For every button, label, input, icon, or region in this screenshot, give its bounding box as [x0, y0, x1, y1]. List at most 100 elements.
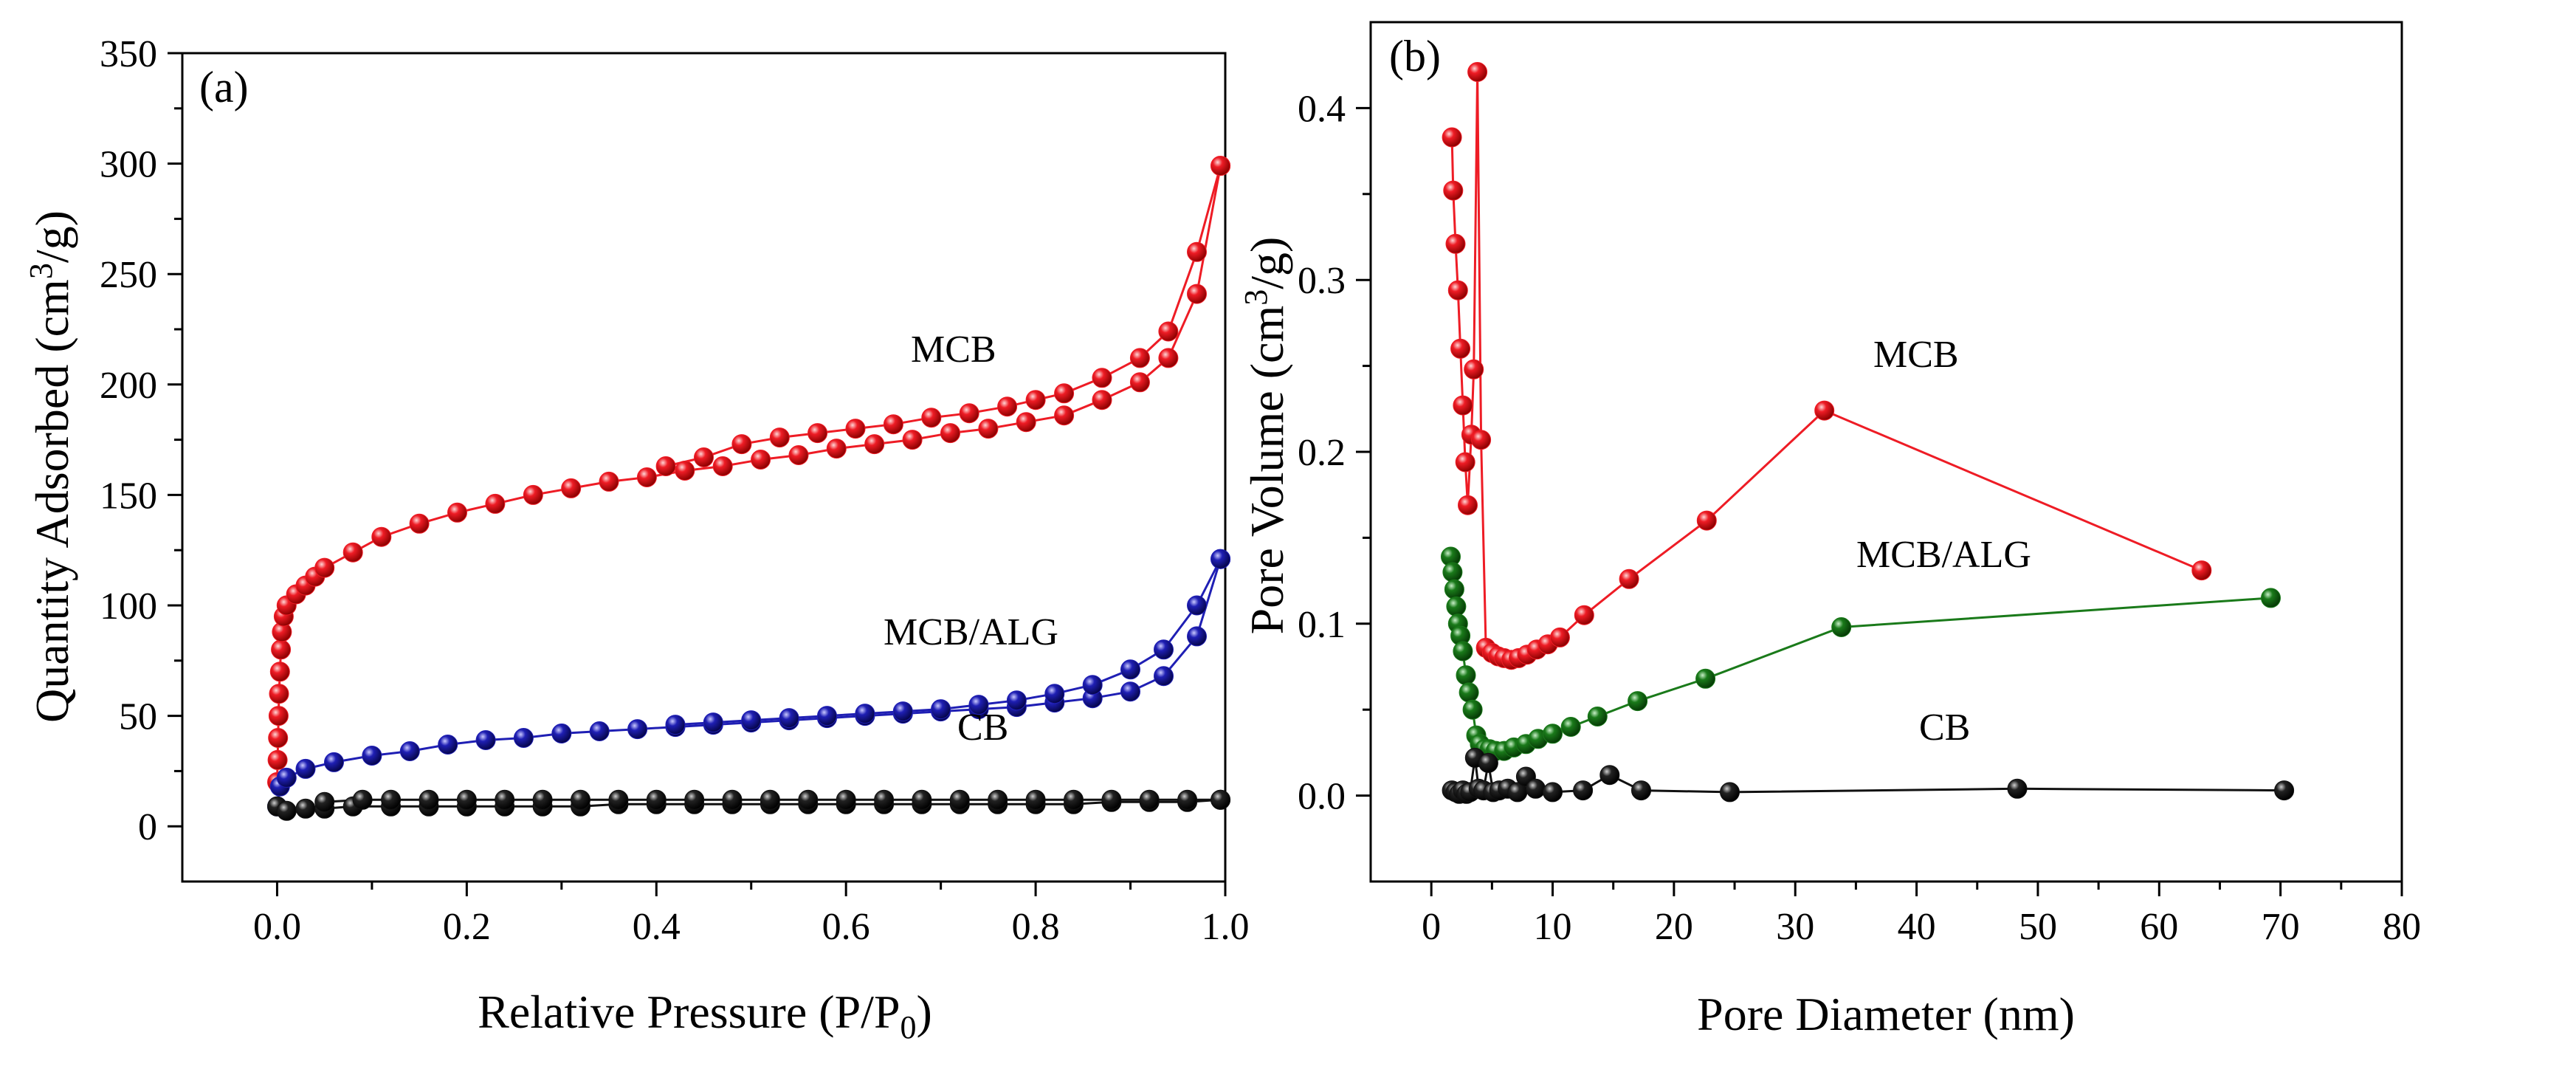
series-mcb-b-points-point-7 — [1458, 495, 1478, 515]
series-mcb-alg-a-desorption-point-5 — [1044, 684, 1065, 704]
y-axis-title-b: Pore Volume (cm3/g) — [1238, 237, 1293, 635]
series-mcb-alg-a-desorption-point-0 — [1210, 549, 1231, 569]
plot-frame-a — [181, 52, 1227, 883]
series-cb-a-desorption-point-19 — [495, 789, 515, 810]
x-axis-title-a: Relative Pressure (P/P0) — [478, 986, 932, 1045]
y-axis-title-a: Quantity Adsorbed (cm3/g) — [23, 210, 78, 723]
series-mcb-alg-a-desorption-point-14 — [703, 712, 723, 733]
series-cb-a-desorption-point-2 — [1139, 789, 1160, 810]
series-mcb-a-desorption-point-15 — [694, 447, 714, 467]
series-cb-a-desorption-point-21 — [419, 789, 439, 810]
series-cb-a-desorption-point-6 — [988, 789, 1008, 810]
series-mcb-alg-a-adsorption-point-3 — [295, 758, 316, 779]
series-cb-a-desorption-point-22 — [381, 789, 402, 810]
series-mcb-b-points-point-10 — [1467, 62, 1488, 82]
series-mcb-a-adsorption-point-32 — [1016, 412, 1036, 433]
series-mcb-b-points-point-4 — [1450, 338, 1471, 359]
series-mcb-a — [267, 156, 1231, 792]
series-mcb-a-adsorption-point-4 — [269, 684, 289, 704]
series-cb-a-adsorption-line — [276, 798, 1221, 812]
series-mcb-a-adsorption-point-1 — [267, 749, 288, 770]
y-tick-label-a-0: 0 — [138, 806, 157, 848]
series-mcb-a-adsorption-point-5 — [269, 662, 290, 682]
series-cb-a-desorption-point-9 — [874, 789, 895, 810]
series-mcb-b-points-point-1 — [1443, 180, 1464, 201]
x-tick-label-b-2: 20 — [1655, 906, 1693, 948]
series-cb-a-desorption-point-15 — [646, 789, 667, 810]
series-mcb-alg-b-points-point-19 — [1543, 724, 1563, 744]
series-mcb-alg-a-desorption-point-1 — [1187, 595, 1207, 616]
series-mcb-a-adsorption-point-37 — [1187, 284, 1207, 304]
axis-ticks-b: 0 10 20 30 40 50 60 70 80 0.0 0.1 0.2 0.3 0.4 — [1298, 88, 2421, 948]
series-mcb-alg-a-desorption-point-4 — [1082, 675, 1103, 695]
series-cb-b — [1442, 747, 2295, 804]
series-cb-a-desorption-point-23 — [352, 789, 373, 810]
chart-panel-a: 0.0 0.2 0.4 0.6 0.8 1.0050100150200250300350 … — [23, 33, 1250, 1045]
series-mcb-a-adsorption-point-25 — [751, 450, 771, 470]
series-mcb-a-desorption-point-4 — [1092, 368, 1112, 388]
y-tick-label-a-6: 300 — [100, 144, 157, 186]
series-cb-a-desorption-point-18 — [532, 789, 553, 810]
series-group-a — [267, 156, 1231, 821]
series-cb-a-desorption-point-5 — [1025, 789, 1046, 810]
series-mcb-alg-a-desorption-point-2 — [1154, 639, 1174, 660]
series-mcb-b-points-point-5 — [1453, 395, 1473, 416]
series-mcb-a-desorption-line — [665, 165, 1222, 467]
series-mcb-a-adsorption-point-34 — [1092, 390, 1112, 410]
series-cb-a-desorption-point-4 — [1064, 789, 1084, 810]
series-mcb-a-desorption-point-6 — [1025, 390, 1046, 410]
x-tick-label-b-6: 60 — [2140, 906, 2178, 948]
series-mcb-alg-a-desorption-point-9 — [892, 701, 913, 722]
series-cb-a-desorption-point-20 — [456, 789, 477, 810]
series-mcb-b-points-point-2 — [1445, 233, 1466, 254]
y-tick-label-b-0: 0.0 — [1298, 776, 1346, 818]
series-mcb-alg-a-adsorption-point-12 — [627, 719, 648, 740]
series-mcb-b-points-point-23 — [1619, 568, 1639, 589]
series-mcb-alg-b-points-point-25 — [2261, 588, 2281, 608]
series-mcb-alg-a-adsorption-point-11 — [589, 721, 610, 741]
series-mcb-a-desorption-point-11 — [845, 419, 866, 439]
series-mcb-alg-a-adsorption-point-26 — [1154, 666, 1174, 687]
series-mcb-alg-b-points-point-21 — [1587, 707, 1608, 726]
x-tick-label-a-2: 0.4 — [633, 906, 681, 948]
chart-panel-b: 0 10 20 30 40 50 60 70 80 0.0 0.1 0.2 0.3 0.4 (b) MCB… — [1238, 21, 2421, 1040]
series-cb-b-points-point-20 — [1720, 782, 1740, 803]
series-mcb-alg-b-points-point-24 — [1831, 617, 1852, 637]
series-mcb-alg-a-desorption-point-12 — [779, 708, 799, 729]
x-tick-label-b-0: 0 — [1422, 906, 1441, 948]
series-mcb-alg-b-points-point-6 — [1453, 641, 1473, 662]
series-cb-b-points-point-16 — [1543, 782, 1563, 803]
series-mcb-a-adsorption-point-21 — [599, 471, 619, 492]
series-mcb-a-desorption-point-9 — [921, 408, 942, 428]
series-cb-a-desorption-point-14 — [684, 789, 705, 810]
x-tick-label-b-4: 40 — [1898, 906, 1936, 948]
x-tick-label-b-1: 10 — [1534, 906, 1572, 948]
series-mcb-a-desorption-point-16 — [655, 456, 676, 476]
y-tick-label-a-3: 150 — [100, 475, 157, 517]
series-mcb-a-desorption-point-7 — [997, 396, 1018, 417]
series-mcb-a-adsorption-point-30 — [940, 423, 960, 444]
series-mcb-alg-a-desorption-point-15 — [665, 715, 686, 735]
series-mcb-a-adsorption-point-28 — [864, 434, 885, 455]
series-cb-a-adsorption-point-1 — [276, 800, 297, 821]
series-label-mcb-b: MCB — [1873, 334, 1959, 376]
x-axis-title-a-sub: 0 — [900, 1009, 917, 1045]
series-mcb-a-adsorption-point-24 — [712, 456, 733, 476]
series-mcb-b-points-point-0 — [1442, 127, 1462, 148]
series-mcb-alg-b-points-point-20 — [1560, 717, 1581, 737]
series-mcb-alg-a-desorption-point-6 — [1006, 690, 1027, 711]
series-mcb-a-desorption-point-3 — [1129, 348, 1150, 368]
series-mcb-alg-b-points-point-7 — [1456, 665, 1476, 686]
series-mcb-b-points-point-24 — [1696, 510, 1717, 531]
series-label-mcb-alg-b: MCB/ALG — [1856, 534, 2031, 576]
x-tick-label-a-1: 0.2 — [443, 906, 491, 948]
series-cb-b-points-point-15 — [1526, 778, 1546, 799]
series-mcb-alg-b-points-point-9 — [1462, 699, 1483, 720]
series-mcb-b-points-point-21 — [1549, 627, 1570, 647]
series-mcb-b-points-point-6 — [1455, 452, 1475, 473]
series-mcb-a-desorption-point-10 — [883, 414, 903, 435]
series-mcb-a-desorption-point-14 — [731, 434, 752, 455]
series-cb-a-desorption-point-3 — [1101, 789, 1122, 810]
series-mcb-a-desorption-point-12 — [807, 423, 828, 444]
series-mcb-alg-a-desorption-point-11 — [817, 706, 837, 726]
